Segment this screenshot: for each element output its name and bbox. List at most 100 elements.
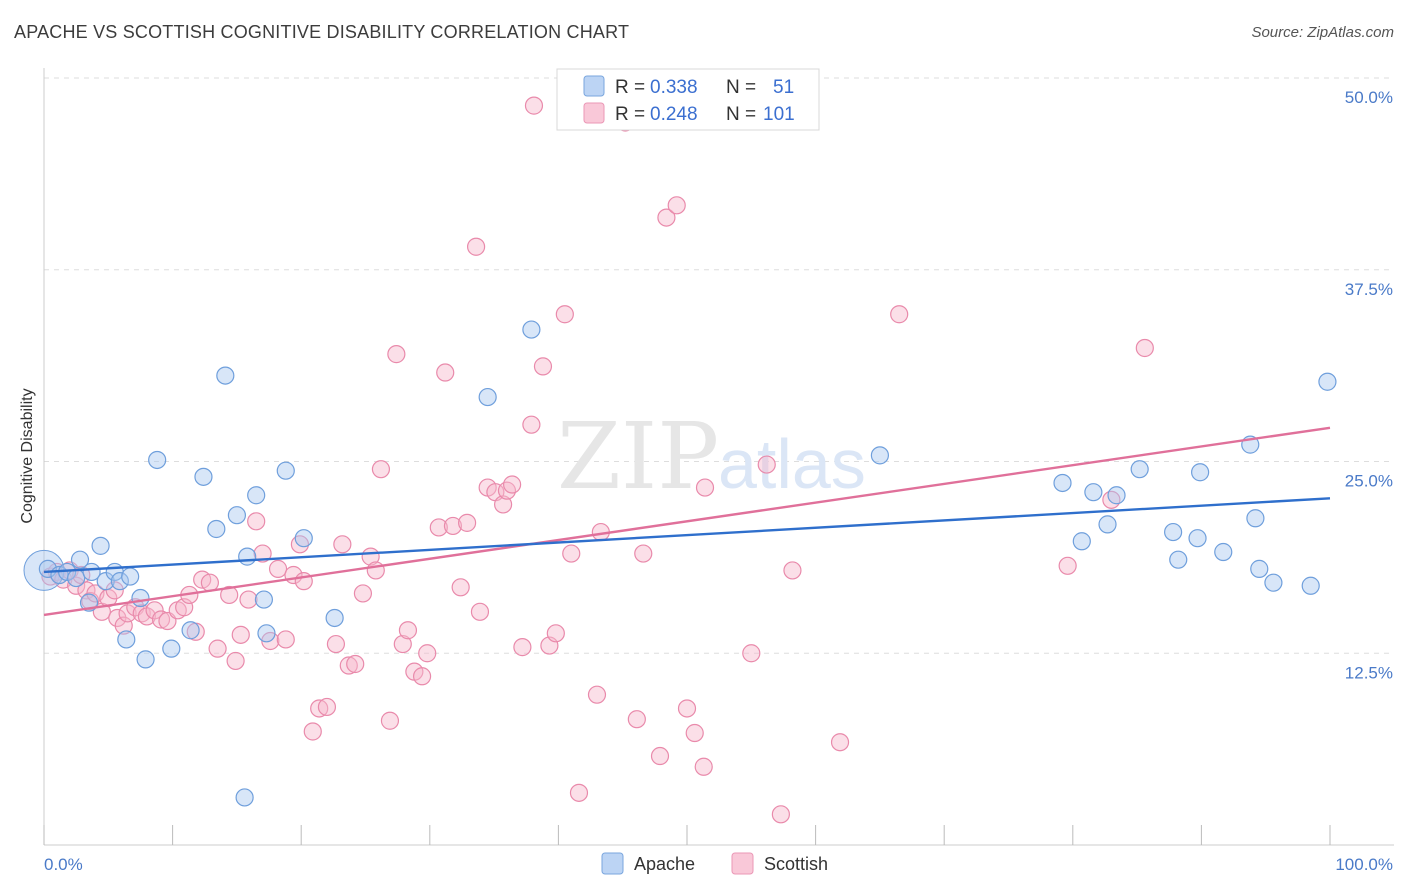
apache-point-22: [235, 788, 254, 807]
scottish-point-85: [657, 208, 676, 227]
scottish-point-67: [494, 495, 513, 514]
x-tick-labels: 0.0% 100.0%: [44, 855, 1393, 874]
scottish-point-32: [247, 512, 266, 531]
apache-point-30: [478, 387, 497, 407]
chart-title: APACHE VS SCOTTISH COGNITIVE DISABILITY …: [14, 22, 630, 42]
scottish-point-99: [1135, 338, 1154, 358]
y-tick-labels: 12.5% 25.0% 37.5% 50.0%: [1345, 88, 1393, 682]
scottish-point-61: [451, 578, 470, 597]
apache-point-14: [136, 650, 155, 669]
scottish-point-75: [546, 624, 565, 643]
bottom-legend-label-scottish: Scottish: [764, 854, 828, 874]
scottish-point-44: [333, 535, 352, 554]
apache-point-48: [1301, 576, 1320, 595]
apache-point-46: [1250, 559, 1269, 578]
scottish-point-78: [569, 783, 589, 802]
apache-point-3: [67, 568, 86, 588]
apache-point-35: [1084, 483, 1103, 502]
legend-top: R = 0.338 N = 51 R = 0.248 N = 101: [556, 68, 820, 131]
apache-point-32: [870, 446, 890, 465]
scottish-point-89: [694, 757, 713, 776]
apache-point-39: [1164, 522, 1183, 542]
apache-point-36: [1098, 515, 1117, 534]
apache-point-29: [325, 608, 344, 628]
apache-point-40: [1169, 550, 1188, 569]
legend-n-label-scottish: N =: [726, 104, 756, 125]
scottish-point-72: [524, 96, 544, 115]
apache-point-49: [1318, 372, 1337, 391]
apache-point-38: [1130, 460, 1149, 479]
apache-points: [23, 320, 1337, 807]
scottish-point-69: [503, 475, 522, 494]
apache-point-18: [194, 467, 213, 486]
apache-point-19: [207, 519, 226, 539]
scottish-point-93: [757, 455, 776, 474]
bottom-legend-swatch-scottish: [731, 852, 754, 875]
apache-point-23: [238, 547, 257, 566]
scottish-point-94: [771, 805, 790, 824]
apache-point-47: [1264, 573, 1283, 592]
apache-point-16: [162, 639, 181, 658]
scottish-point-50: [371, 460, 391, 479]
apache-point-33: [1053, 473, 1072, 493]
scottish-point-45: [339, 656, 358, 675]
scottish-point-96: [830, 733, 850, 752]
legend-bottom: Apache Scottish: [601, 852, 828, 875]
apache-point-6: [82, 562, 101, 582]
scottish-point-71: [522, 415, 541, 434]
scottish-points: [41, 82, 1154, 824]
scottish-point-30: [231, 625, 250, 644]
scottish-point-43: [326, 634, 346, 654]
scottish-point-63: [466, 237, 486, 256]
apache-point-26: [257, 624, 276, 643]
scottish-point-83: [634, 544, 653, 563]
watermark-zip: ZIP: [557, 403, 719, 510]
apache-point-37: [1107, 486, 1126, 505]
apache-point-42: [1191, 463, 1210, 482]
apache-point-10: [110, 572, 129, 591]
legend-n-value-apache: 51: [773, 77, 794, 98]
legend-n-value-scottish: 101: [763, 104, 795, 125]
scottish-point-51: [380, 711, 400, 730]
scottish-point-77: [562, 544, 581, 563]
scottish-point-60: [443, 516, 463, 536]
apache-point-11: [117, 630, 136, 649]
scottish-point-4: [67, 576, 86, 595]
bottom-legend-swatch-apache: [601, 852, 624, 875]
source-label: Source: ZipAtlas.com: [1251, 24, 1394, 41]
apache-point-31: [522, 320, 541, 339]
watermark: ZIP atlas: [557, 403, 866, 510]
scottish-point-56: [412, 667, 432, 686]
legend-swatch-scottish: [583, 102, 605, 124]
legend-n-label-apache: N =: [726, 77, 756, 98]
watermark-atlas: atlas: [718, 425, 866, 503]
scottish-point-36: [276, 630, 295, 649]
scottish-trend-line: [43, 426, 1331, 617]
scottish-point-41: [310, 699, 329, 718]
scottish-point-18: [145, 601, 164, 620]
scottish-point-57: [418, 644, 437, 663]
scottish-point-46: [346, 654, 365, 674]
scottish-point-73: [533, 357, 553, 376]
legend-r-value-scottish: 0.248: [650, 104, 698, 125]
apache-point-13: [131, 588, 150, 608]
scottish-point-79: [587, 685, 607, 704]
scottish-point-28: [220, 585, 239, 605]
scottish-point-35: [268, 559, 288, 578]
scottish-point-87: [677, 699, 697, 718]
scottish-point-92: [742, 644, 761, 663]
legend-swatch-apache: [583, 75, 605, 97]
scottish-point-40: [303, 722, 322, 741]
apache-point-41: [1188, 529, 1207, 548]
scottish-point-47: [353, 584, 373, 603]
apache-point-15: [148, 450, 167, 470]
scottish-point-97: [890, 305, 909, 324]
scottish-point-33: [253, 544, 272, 563]
scottish-point-90: [695, 478, 715, 497]
scottish-point-26: [200, 573, 219, 592]
scottish-point-58: [429, 518, 448, 537]
y-tick-label-1: 25.0%: [1345, 472, 1393, 491]
scottish-point-27: [208, 639, 227, 658]
scottish-point-54: [398, 621, 418, 640]
y-tick-label-3: 50.0%: [1345, 88, 1393, 107]
